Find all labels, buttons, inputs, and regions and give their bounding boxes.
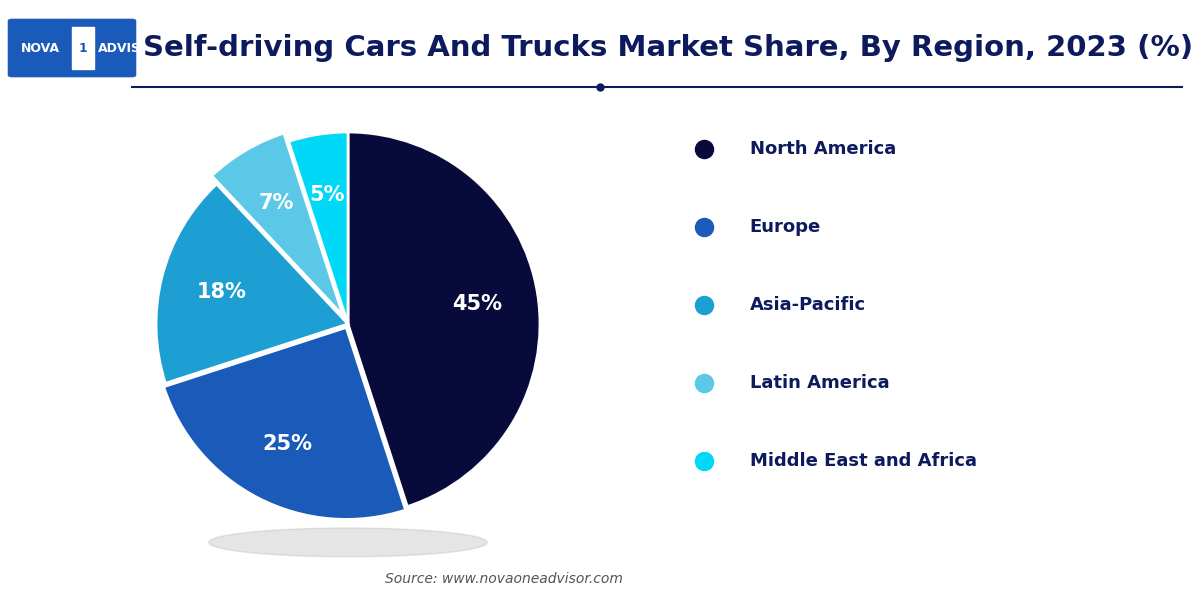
Text: Self-driving Cars And Trucks Market Share, By Region, 2023 (%): Self-driving Cars And Trucks Market Shar… [143, 34, 1193, 62]
Text: 45%: 45% [452, 293, 502, 314]
Text: NOVA: NOVA [20, 41, 60, 55]
Text: 1: 1 [78, 41, 88, 55]
Text: North America: North America [750, 140, 895, 158]
Wedge shape [163, 328, 406, 520]
FancyBboxPatch shape [8, 19, 136, 77]
Text: Asia-Pacific: Asia-Pacific [750, 296, 865, 314]
Wedge shape [348, 132, 540, 506]
Text: Europe: Europe [750, 218, 821, 236]
Wedge shape [156, 184, 348, 383]
FancyBboxPatch shape [72, 27, 94, 69]
Ellipse shape [209, 528, 487, 557]
Wedge shape [289, 132, 348, 324]
Text: 7%: 7% [259, 193, 294, 214]
Wedge shape [211, 133, 343, 316]
Text: Middle East and Africa: Middle East and Africa [750, 452, 977, 470]
Text: 25%: 25% [262, 434, 312, 454]
Text: Source: www.novaoneadvisor.com: Source: www.novaoneadvisor.com [385, 572, 623, 586]
Text: 5%: 5% [310, 185, 346, 205]
Text: 18%: 18% [197, 281, 246, 302]
Text: Latin America: Latin America [750, 374, 889, 392]
Text: ADVISOR: ADVISOR [98, 41, 162, 55]
